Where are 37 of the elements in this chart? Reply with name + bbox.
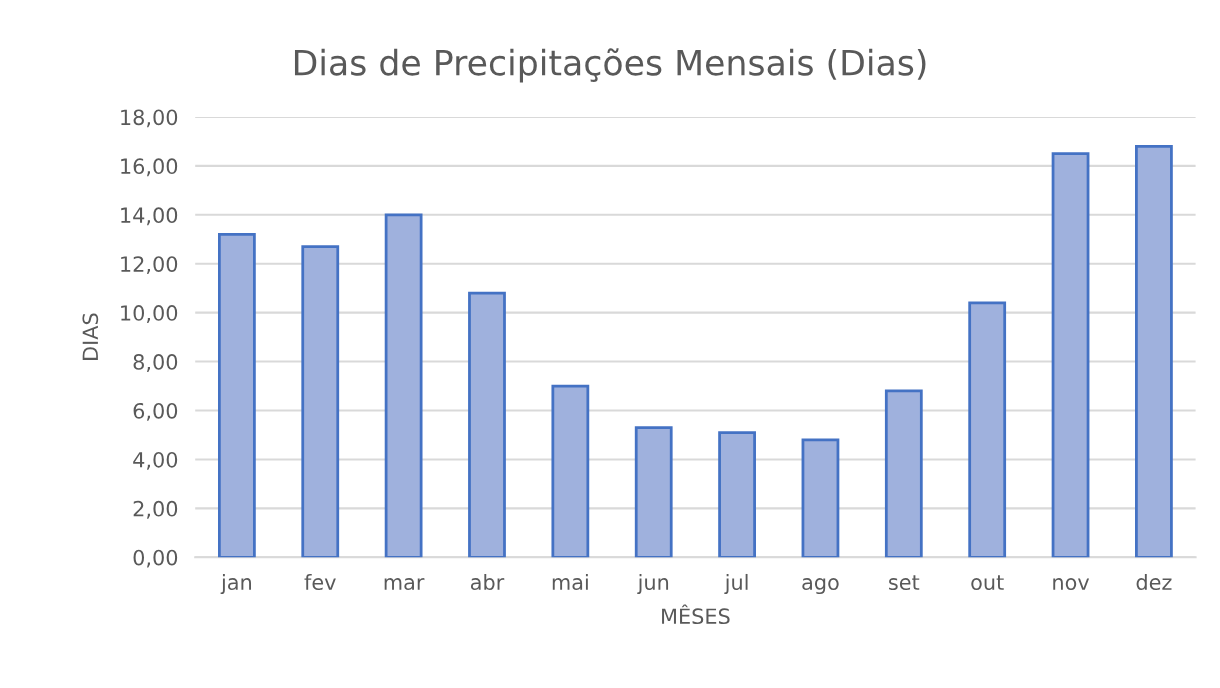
y-tick-label: 4,00 — [133, 451, 178, 470]
y-axis-title: DIAS — [82, 313, 99, 360]
x-tick-label: jul — [724, 573, 748, 595]
y-tick-label: 8,00 — [133, 354, 178, 372]
bar — [718, 431, 756, 558]
bar — [884, 389, 923, 558]
chart-title: Dias de Precipitações Mensais (Dias) — [294, 48, 926, 83]
y-tick-label: 0,00 — [133, 549, 178, 568]
x-tick-label: nov — [1053, 578, 1090, 591]
bar — [551, 384, 590, 558]
bar — [301, 245, 340, 558]
y-tick-label: 10,00 — [121, 305, 178, 323]
bar — [801, 438, 840, 558]
x-tick-label: set — [889, 575, 920, 591]
bar — [1051, 152, 1090, 558]
y-tick-label: 2,00 — [133, 500, 178, 519]
x-tick-label: abr — [470, 573, 505, 591]
y-tick-label: 14,00 — [121, 207, 178, 226]
x-tick-label: mai — [552, 573, 588, 591]
x-tick-label: ago — [802, 578, 839, 595]
y-tick-label: 18,00 — [121, 109, 178, 128]
x-tick-label: dez — [1136, 573, 1172, 591]
x-tick-label: mar — [384, 578, 425, 591]
bar — [968, 301, 1007, 558]
x-tick-label: fev — [304, 573, 336, 591]
x-axis-title: MÊSES — [662, 604, 730, 625]
x-tick-label: jan — [220, 573, 251, 595]
bar — [634, 426, 673, 558]
bar — [384, 213, 423, 558]
y-tick-label: 16,00 — [121, 158, 178, 177]
x-tick-label: jun — [637, 573, 669, 595]
bar — [468, 291, 506, 558]
bar — [217, 232, 256, 558]
x-tick-label: out — [971, 575, 1004, 591]
y-tick-label: 12,00 — [121, 256, 178, 275]
bar — [1135, 144, 1173, 558]
y-tick-label: 6,00 — [133, 402, 178, 421]
